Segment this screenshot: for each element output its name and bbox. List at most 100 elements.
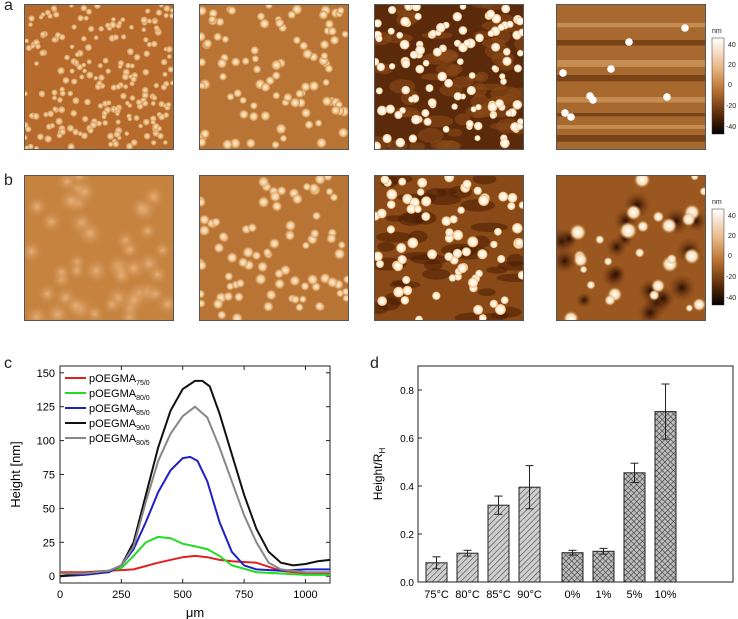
afm-texture [496, 273, 523, 282]
afm-particle [38, 90, 46, 98]
afm-particle [59, 128, 66, 136]
afm-particle [106, 100, 112, 106]
afm-texture [417, 127, 444, 143]
afm-texture [425, 194, 462, 206]
afm-particle [82, 257, 110, 285]
afm-particle [311, 211, 322, 221]
afm-texture [497, 261, 523, 271]
afm-particle [81, 36, 87, 42]
afm-particle [55, 117, 63, 125]
afm-particle [287, 10, 296, 19]
afm-b3-svg [375, 176, 523, 320]
colorbar-b-tick: 40 [728, 213, 736, 220]
afm-particle [117, 60, 125, 67]
afm-particle [377, 296, 388, 306]
afm-particle [306, 273, 319, 286]
afm-particle [473, 121, 483, 131]
afm-particle [143, 37, 149, 43]
afm-particle [235, 278, 245, 288]
afm-particle [342, 274, 348, 284]
afm-particle [141, 86, 149, 94]
x-tick-label: 1% [596, 589, 612, 601]
afm-texture [423, 260, 443, 271]
afm-particle [423, 117, 432, 126]
afm-scan-line [557, 113, 705, 117]
afm-particle [76, 219, 104, 248]
afm-particle [120, 92, 127, 100]
afm-particle [666, 253, 677, 265]
afm-particle [395, 137, 406, 148]
afm-particle [93, 75, 99, 81]
afm-image-b3 [374, 175, 524, 321]
afm-particle [331, 105, 341, 115]
afm-particle [452, 12, 462, 22]
afm-particle [445, 228, 454, 237]
colorbar-a [711, 37, 725, 135]
afm-particle [557, 248, 578, 274]
afm-particle [437, 71, 447, 82]
afm-particle [257, 12, 265, 21]
afm-particle [74, 52, 80, 58]
afm-particle [86, 59, 92, 65]
afm-particle [119, 239, 141, 260]
afm-particle [169, 8, 173, 13]
afm-particle [295, 89, 304, 98]
afm-particle [113, 130, 121, 138]
afm-particle [25, 195, 49, 219]
afm-particle [40, 12, 46, 17]
afm-particle [400, 296, 410, 305]
afm-particle [155, 9, 163, 16]
y-tick-label: 0.4 [400, 482, 414, 493]
afm-particle [125, 62, 131, 69]
afm-particle [112, 140, 120, 148]
afm-particle [265, 289, 277, 301]
afm-particle [579, 265, 588, 274]
afm-particle [105, 68, 111, 74]
afm-particle [309, 81, 319, 91]
afm-particle [634, 247, 645, 258]
afm-texture [475, 71, 489, 83]
afm-particle [422, 59, 430, 67]
afm-particle [96, 120, 102, 127]
afm-particle [402, 285, 413, 296]
afm-b1-svg [25, 176, 173, 320]
afm-particle [272, 91, 280, 100]
afm-texture [478, 288, 496, 297]
afm-particle [76, 64, 83, 71]
afm-particle [45, 9, 51, 16]
afm-particle [227, 6, 237, 15]
afm-particle [151, 140, 157, 146]
afm-particle [25, 304, 50, 320]
afm-particle [67, 90, 74, 97]
afm-particle [308, 182, 320, 194]
afm-particle [262, 247, 272, 257]
afm-particle [453, 92, 462, 101]
afm-particle [67, 143, 75, 149]
afm-particle [388, 5, 397, 15]
afm-particle [70, 110, 77, 117]
afm-texture [447, 128, 462, 137]
afm-particle [442, 125, 450, 133]
afm-texture [472, 176, 497, 185]
afm-particle [200, 197, 206, 208]
afm-particle [257, 196, 270, 208]
afm-particle [271, 200, 283, 212]
afm-particle [71, 24, 77, 30]
afm-particle [375, 87, 383, 95]
afm-particle [88, 25, 95, 32]
afm-particle [462, 179, 472, 189]
afm-particle [102, 120, 108, 126]
afm-particle [200, 299, 206, 308]
y-tick-label: 0.2 [400, 530, 414, 541]
afm-particle [681, 212, 696, 227]
afm-particle [274, 268, 284, 279]
colorbar-b-tick: -20 [726, 274, 737, 281]
afm-particle [122, 73, 129, 81]
afm-particle [62, 77, 70, 84]
afm-texture [397, 212, 425, 226]
afm-particle [518, 28, 523, 37]
afm-particle [141, 91, 149, 99]
afm-particle [385, 104, 395, 114]
afm-particle [415, 315, 423, 320]
afm-particle [515, 17, 523, 26]
